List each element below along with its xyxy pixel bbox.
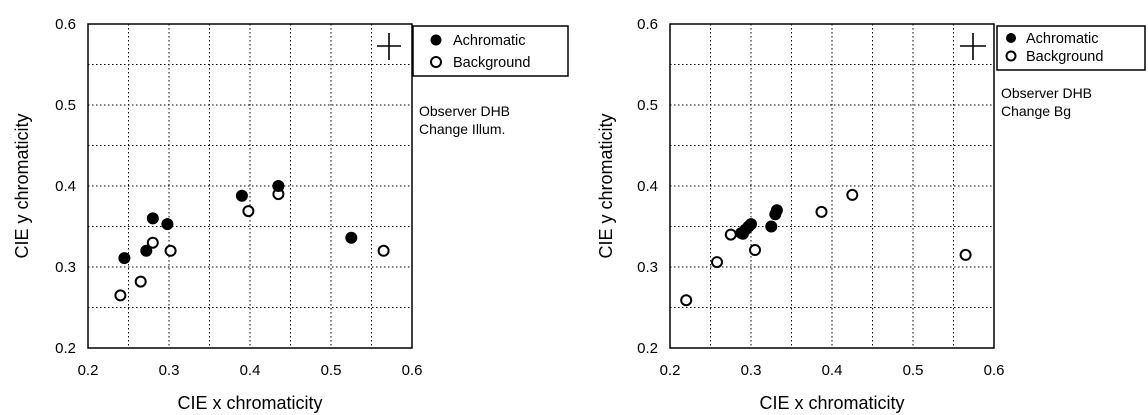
background-point [680,294,693,307]
x-tick-label: 0.5 [903,362,924,379]
plus-marker [960,33,986,60]
x-tick-label: 0.2 [660,362,681,379]
legend-label-achromatic: Achromatic [1026,31,1099,47]
y-tick-label: 0.5 [55,97,76,114]
achromatic-point [770,204,783,217]
achromatic-point [161,218,174,231]
x-ticks: 0.2 0.3 0.4 0.5 0.6 [660,362,1005,379]
background-point [134,275,147,288]
x-tick-label: 0.6 [402,362,423,379]
grid [88,24,412,348]
legend-marker-background [1005,50,1017,62]
legend-box [412,25,569,77]
y-tick-label: 0.3 [637,259,658,276]
y-ticks: 0.2 0.3 0.4 0.5 0.6 [55,16,76,357]
x-tick-label: 0.3 [159,362,180,379]
y-tick-label: 0.6 [637,16,658,33]
x-ticks: 0.2 0.3 0.4 0.5 0.6 [78,362,423,379]
background-point [114,289,127,302]
x-tick-label: 0.6 [984,362,1005,379]
legend: Achromatic Background [412,25,569,77]
y-tick-label: 0.2 [637,340,658,357]
annotation-line-1: Observer DHB [1001,85,1092,101]
chart-left: 0.2 0.3 0.4 0.5 0.6 0.2 0.3 0.4 0.5 0.6 … [12,16,569,413]
y-tick-label: 0.3 [55,259,76,276]
annotation-line-2: Change Illum. [419,121,505,137]
background-point [846,188,859,201]
legend-label-achromatic: Achromatic [453,33,526,49]
background-point [749,244,761,256]
y-tick-label: 0.4 [55,178,76,195]
data-points [114,180,390,302]
x-tick-label: 0.5 [321,362,342,379]
background-point [711,256,723,269]
y-tick-label: 0.2 [55,340,76,357]
y-ticks: 0.2 0.3 0.4 0.5 0.6 [637,16,658,357]
x-axis-title: CIE x chromaticity [759,393,904,413]
legend-label-background: Background [1026,49,1103,65]
background-point [146,236,159,249]
x-axis-title: CIE x chromaticity [177,393,322,413]
achromatic-point [745,218,757,231]
x-tick-label: 0.4 [822,362,843,379]
legend-box [996,25,1146,71]
y-axis-title: CIE y chromaticity [596,113,616,258]
achromatic-point [345,231,358,244]
legend-marker-achromatic [1006,33,1016,43]
annotation-line-2: Change Bg [1001,103,1071,119]
achromatic-point [118,252,131,265]
legend-label-background: Background [453,55,530,71]
plus-marker [377,33,401,60]
x-tick-label: 0.2 [78,362,99,379]
legend-marker-achromatic [430,34,442,46]
achromatic-point [146,212,159,225]
legend: Achromatic Background [996,25,1146,71]
achromatic-point [765,220,778,233]
y-axis-title: CIE y chromaticity [12,113,32,258]
x-tick-label: 0.3 [741,362,762,379]
background-point [724,228,737,241]
data-points [680,188,972,307]
chart-right: 0.2 0.3 0.4 0.5 0.6 0.2 0.3 0.4 0.5 0.6 … [596,16,1146,413]
achromatic-point [235,189,248,202]
legend-marker-background [430,56,442,68]
y-tick-label: 0.6 [55,16,76,33]
background-point [242,205,255,218]
achromatic-point [272,180,285,192]
achromatic-point [140,244,153,257]
background-point [959,248,972,261]
background-point [815,205,828,218]
background-point [164,244,177,257]
grid [670,24,994,348]
x-tick-label: 0.4 [240,362,261,379]
background-point [377,244,390,257]
y-tick-label: 0.5 [637,97,658,114]
y-tick-label: 0.4 [637,178,658,195]
annotation-line-1: Observer DHB [419,103,510,119]
